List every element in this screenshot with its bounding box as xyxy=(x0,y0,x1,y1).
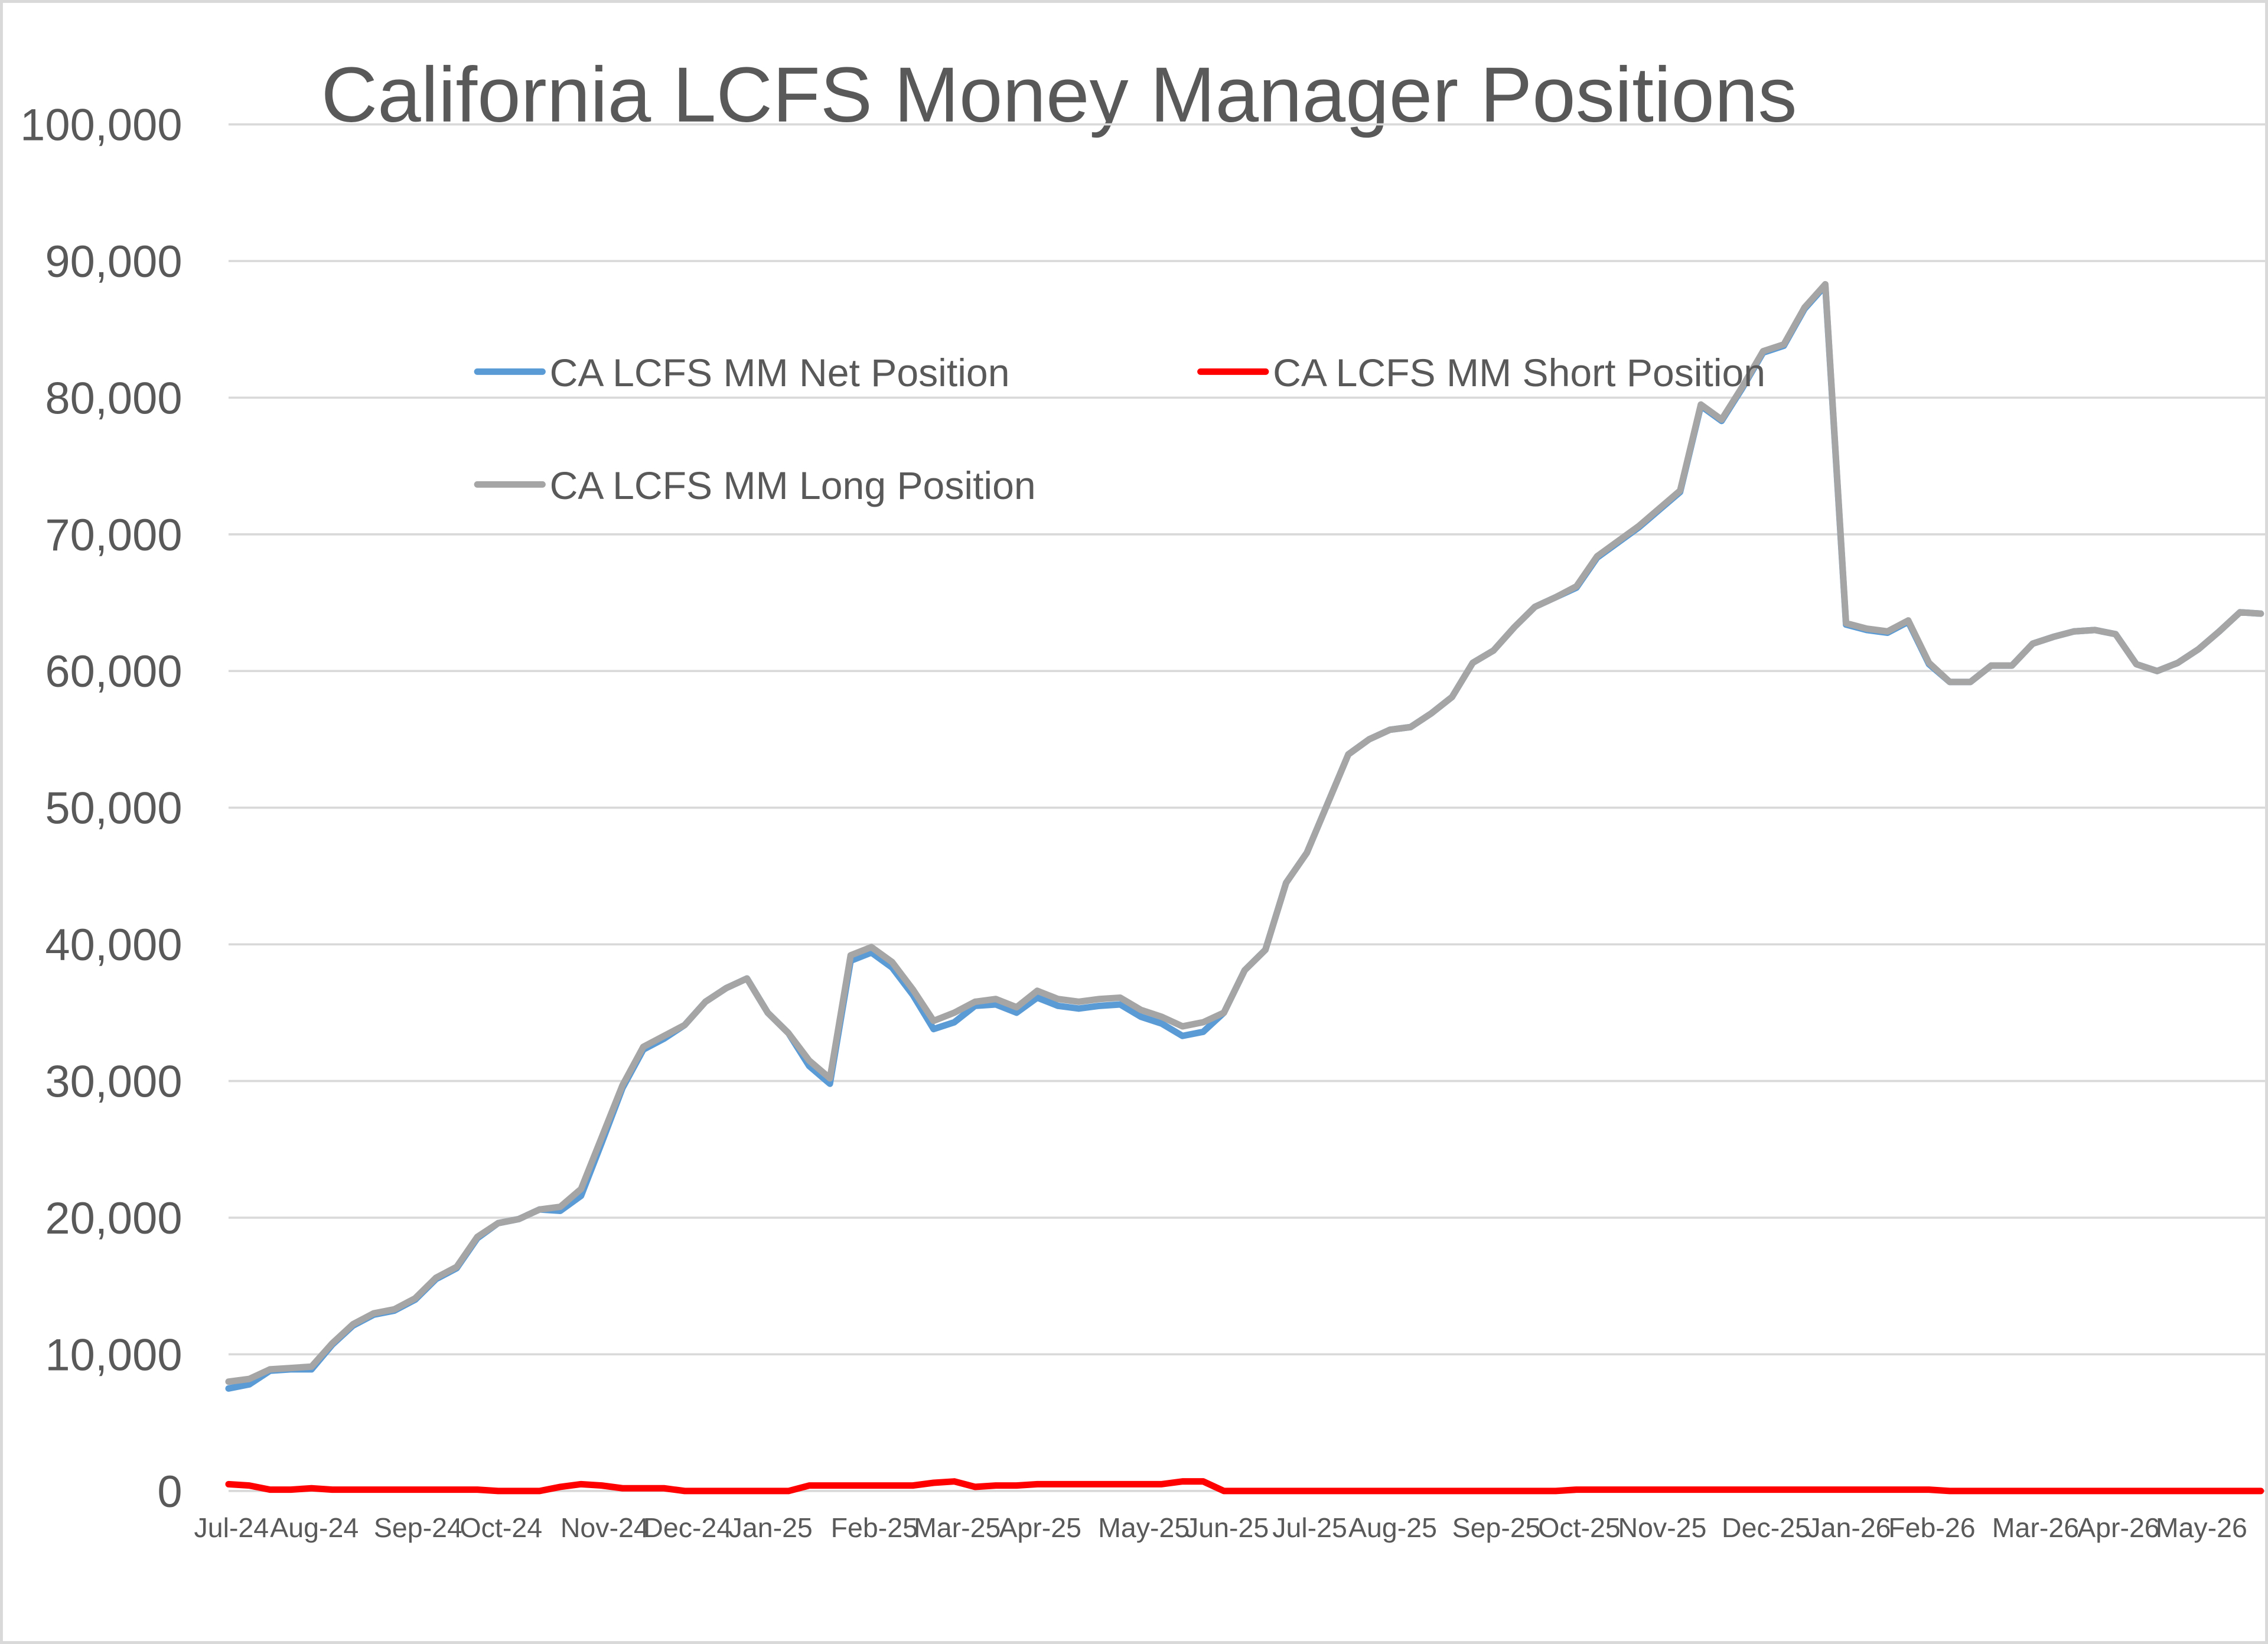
x-tick-label: Dec-24 xyxy=(643,1512,732,1543)
x-tick-label: Aug-24 xyxy=(270,1512,359,1543)
legend-label: CA LCFS MM Short Position xyxy=(1273,351,1765,395)
series-line xyxy=(225,1478,2264,1495)
x-tick-label: Feb-25 xyxy=(831,1512,918,1543)
x-tick-label: Nov-24 xyxy=(561,1512,649,1543)
x-tick-label: Jun-25 xyxy=(1185,1512,1269,1543)
x-tick-label: Mar-25 xyxy=(914,1512,1001,1543)
y-tick-label: 20,000 xyxy=(45,1193,182,1244)
y-tick-label: 10,000 xyxy=(45,1330,182,1380)
x-tick-label: Dec-25 xyxy=(1722,1512,1810,1543)
x-tick-label: May-26 xyxy=(2156,1512,2247,1543)
x-tick-label: Jan-25 xyxy=(729,1512,813,1543)
x-tick-label: Sep-24 xyxy=(374,1512,462,1543)
legend-label: CA LCFS MM Net Position xyxy=(550,351,1010,395)
y-tick-label: 80,000 xyxy=(45,373,182,423)
x-tick-label: Sep-25 xyxy=(1452,1512,1541,1543)
x-tick-label: Apr-25 xyxy=(999,1512,1081,1543)
x-tick-label: Jul-25 xyxy=(1272,1512,1347,1543)
y-tick-label: 0 xyxy=(157,1467,182,1517)
y-tick-label: 60,000 xyxy=(45,647,182,697)
chart-title: California LCFS Money Manager Positions xyxy=(321,51,1797,139)
y-tick-label: 70,000 xyxy=(45,510,182,560)
y-tick-label: 50,000 xyxy=(45,784,182,834)
y-tick-label: 30,000 xyxy=(45,1057,182,1107)
legend-label: CA LCFS MM Long Position xyxy=(550,464,1036,508)
x-tick-label: Oct-25 xyxy=(1538,1512,1621,1543)
x-tick-label: Feb-26 xyxy=(1888,1512,1975,1543)
x-tick-label: Mar-26 xyxy=(1992,1512,2079,1543)
x-tick-label: Apr-26 xyxy=(2077,1512,2160,1543)
x-tick-label: Jan-26 xyxy=(1807,1512,1891,1543)
x-tick-label: Oct-24 xyxy=(460,1512,542,1543)
series-line xyxy=(225,280,2264,1385)
y-tick-label: 100,000 xyxy=(20,100,182,151)
x-tick-label: Nov-25 xyxy=(1618,1512,1706,1543)
y-tick-label: 40,000 xyxy=(45,920,182,970)
x-tick-label: May-25 xyxy=(1098,1512,1190,1543)
y-tick-label: 90,000 xyxy=(45,237,182,287)
x-tick-label: Aug-25 xyxy=(1348,1512,1437,1543)
x-tick-label: Jul-24 xyxy=(194,1512,269,1543)
